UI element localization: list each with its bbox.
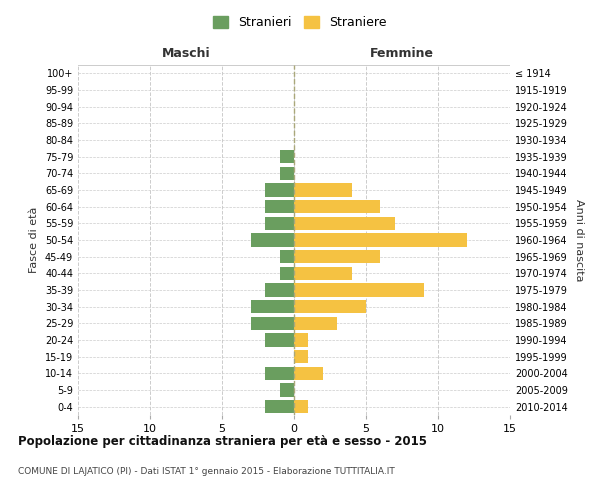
Bar <box>294 400 308 413</box>
Bar <box>294 184 352 196</box>
Bar <box>294 316 337 330</box>
Bar <box>294 350 308 364</box>
Y-axis label: Fasce di età: Fasce di età <box>29 207 39 273</box>
Bar <box>294 200 380 213</box>
Bar <box>280 150 294 164</box>
Bar <box>265 284 294 296</box>
Bar <box>265 400 294 413</box>
Bar <box>294 266 352 280</box>
Bar <box>251 234 294 246</box>
Text: Femmine: Femmine <box>370 47 434 60</box>
Bar <box>265 216 294 230</box>
Bar <box>280 166 294 180</box>
Bar <box>265 334 294 346</box>
Legend: Stranieri, Straniere: Stranieri, Straniere <box>208 11 392 34</box>
Bar <box>294 216 395 230</box>
Bar <box>294 284 424 296</box>
Bar <box>294 300 366 314</box>
Bar <box>280 384 294 396</box>
Bar <box>294 334 308 346</box>
Bar <box>265 200 294 213</box>
Bar <box>251 300 294 314</box>
Text: Popolazione per cittadinanza straniera per età e sesso - 2015: Popolazione per cittadinanza straniera p… <box>18 435 427 448</box>
Bar <box>265 366 294 380</box>
Y-axis label: Anni di nascita: Anni di nascita <box>574 198 584 281</box>
Bar <box>294 366 323 380</box>
Bar <box>280 250 294 264</box>
Text: COMUNE DI LAJATICO (PI) - Dati ISTAT 1° gennaio 2015 - Elaborazione TUTTITALIA.I: COMUNE DI LAJATICO (PI) - Dati ISTAT 1° … <box>18 468 395 476</box>
Bar <box>251 316 294 330</box>
Bar <box>280 266 294 280</box>
Bar <box>294 250 380 264</box>
Bar <box>265 184 294 196</box>
Bar <box>294 234 467 246</box>
Text: Maschi: Maschi <box>161 47 211 60</box>
